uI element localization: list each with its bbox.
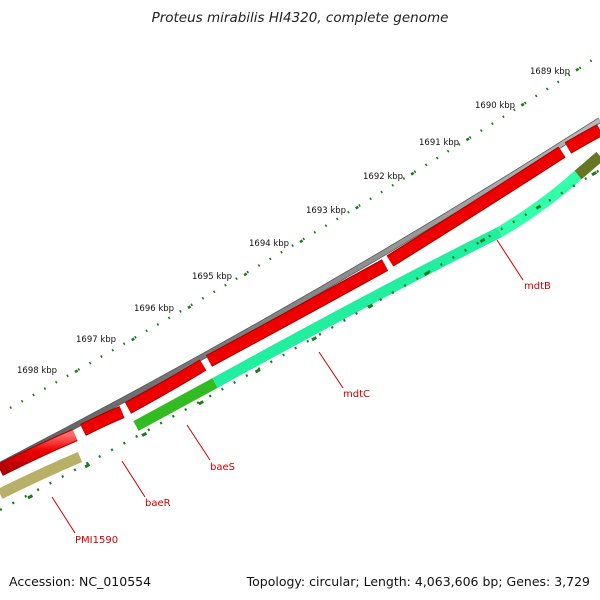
band-green-right xyxy=(574,151,600,180)
kbp-label: 1695 kbp xyxy=(192,272,232,282)
kbp-label: 1697 kbp xyxy=(76,335,116,345)
kbp-label: 1694 kbp xyxy=(249,239,289,249)
kbp-label: 1698 kbp xyxy=(17,366,57,376)
kbp-label: 1692 kbp xyxy=(363,172,403,182)
band-mdtb xyxy=(497,170,582,237)
gene-label-pmi1590: PMI1590 xyxy=(75,535,118,546)
map-title: Proteus mirabilis HI4320, complete genom… xyxy=(151,10,449,26)
gene-label-mdtc: mdtC xyxy=(343,389,370,400)
gene-label-baes: baeS xyxy=(210,462,235,473)
feature-bands xyxy=(0,151,600,499)
kbp-label: 1690 kbp xyxy=(475,101,515,111)
accession-text: Accession: NC_010554 xyxy=(9,574,152,589)
cds-arrow xyxy=(565,125,600,153)
gene-label-mdtb: mdtB xyxy=(524,281,551,292)
cds-arrow xyxy=(80,406,125,435)
gene-label-baer: baeR xyxy=(145,498,171,509)
kbp-label: 1689 kbp xyxy=(530,67,570,77)
cds-arrow xyxy=(387,147,565,266)
kbp-label: 1696 kbp xyxy=(134,304,174,314)
genome-summary-text: Topology: circular; Length: 4,063,606 bp… xyxy=(246,574,590,589)
gene-labels: mdtB mdtC baeS baeR PMI1590 xyxy=(51,239,551,546)
kbp-label: 1691 kbp xyxy=(419,138,459,148)
band-baes xyxy=(133,378,218,431)
cds-arrow xyxy=(0,429,78,475)
cds-arrow xyxy=(206,260,388,366)
forward-cds-track xyxy=(0,124,600,476)
band-pmi1590 xyxy=(0,451,83,499)
cds-arrow xyxy=(125,360,206,413)
ruler-labels: 1689 kbp 1690 kbp 1691 kbp 1692 kbp 1693… xyxy=(17,67,570,376)
backbone-ring xyxy=(0,117,600,468)
kbp-label: 1693 kbp xyxy=(306,206,346,216)
band-mdtc xyxy=(212,227,503,388)
